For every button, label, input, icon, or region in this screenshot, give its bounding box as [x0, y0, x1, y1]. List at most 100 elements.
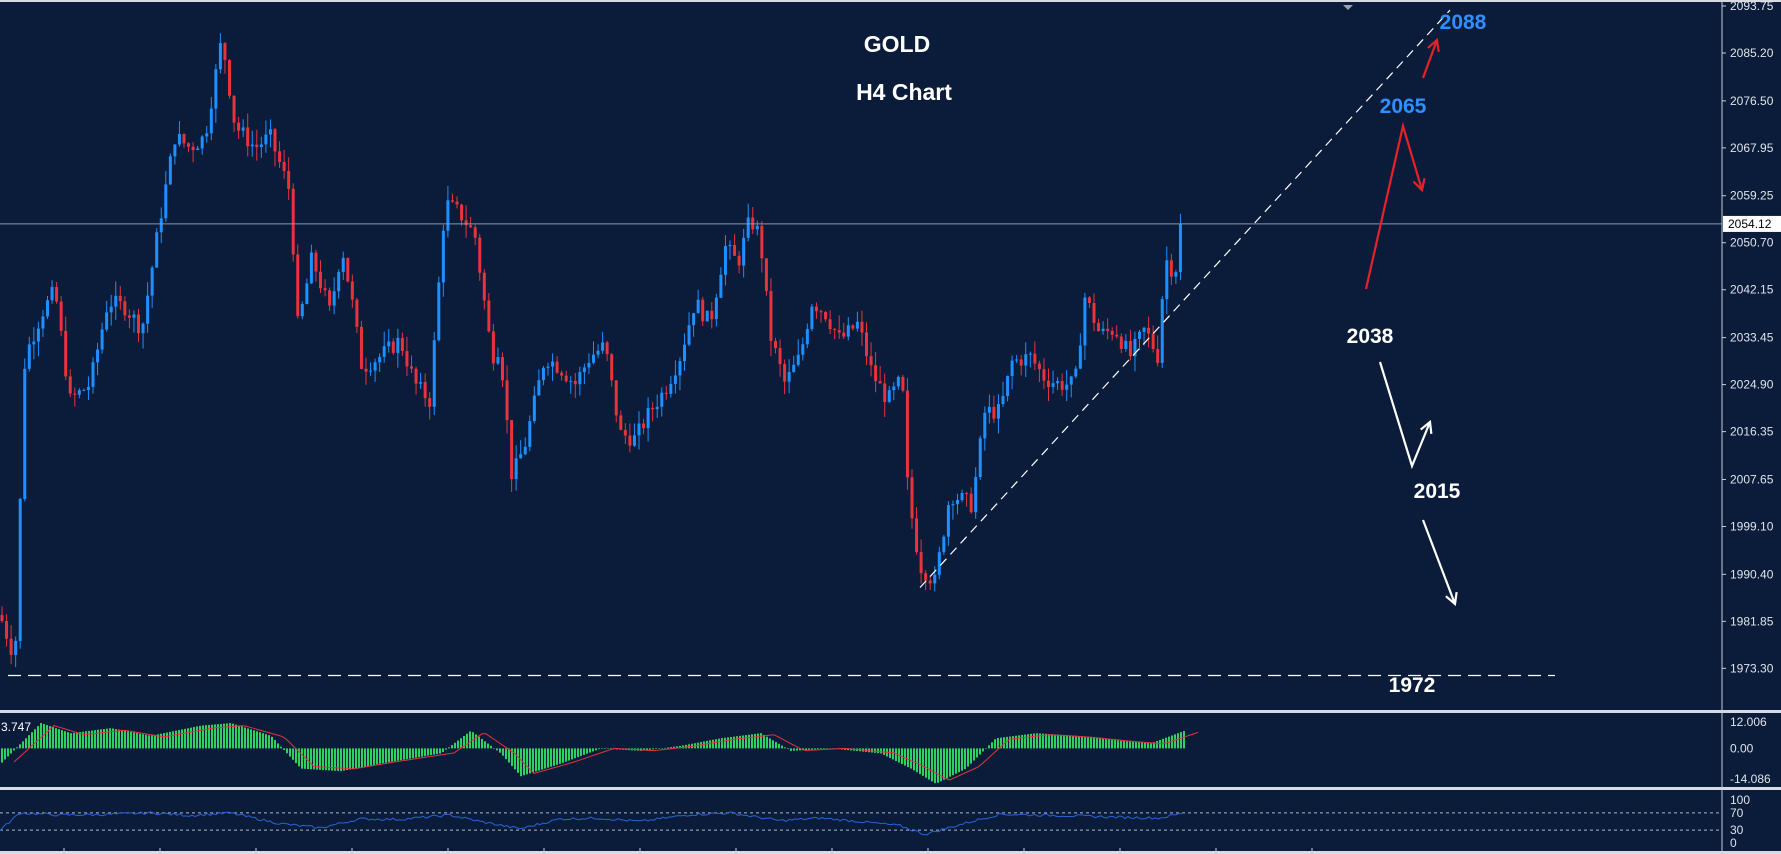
macd-bar — [10, 748, 12, 754]
macd-bar — [448, 747, 450, 749]
candle — [578, 366, 582, 396]
candle — [118, 285, 122, 310]
macd-bar — [313, 748, 315, 770]
macd-bar — [280, 746, 282, 749]
macd-bar — [1150, 743, 1152, 749]
macd-bar — [772, 740, 774, 749]
candle — [714, 293, 718, 327]
macd-bar — [520, 748, 522, 777]
candle — [473, 224, 477, 246]
candle — [109, 294, 113, 326]
candle — [341, 251, 345, 280]
candle — [359, 320, 363, 370]
candle — [9, 625, 13, 665]
macd-bar — [346, 748, 348, 770]
macd-bar — [877, 748, 879, 754]
macd-bar — [538, 748, 540, 771]
macd-bar — [1117, 740, 1119, 749]
macd-bar — [85, 731, 87, 749]
macd-bar — [769, 738, 771, 749]
candle — [651, 401, 655, 422]
macd-bar — [169, 731, 171, 749]
macd-bar — [133, 732, 135, 749]
macd-bar — [874, 748, 876, 753]
candle — [437, 276, 441, 342]
macd-bar — [484, 741, 486, 749]
price-axis[interactable]: 2093.75 2085.20 2076.50 2067.95 2059.25 2050.… — [1722, 0, 1781, 850]
candle — [259, 136, 263, 158]
price-tick-label: 2093.75 — [1730, 0, 1774, 13]
candle — [905, 378, 909, 490]
macd-bar — [991, 742, 993, 749]
rsi-line — [0, 811, 1183, 836]
candle — [146, 282, 150, 333]
macd-bar — [211, 724, 213, 749]
pullback-arrow — [1378, 361, 1433, 470]
macd-bar — [325, 748, 327, 771]
candle — [733, 234, 737, 257]
candle — [660, 387, 664, 417]
macd-bar — [667, 747, 669, 749]
macd-bar — [289, 748, 291, 757]
macd-bar — [505, 748, 507, 760]
candle — [487, 292, 491, 333]
macd-bar — [928, 748, 930, 780]
candle — [287, 157, 291, 200]
candle — [123, 296, 127, 321]
macd-bar — [760, 733, 762, 749]
candle — [187, 142, 191, 153]
candle — [692, 312, 696, 337]
candle — [605, 340, 609, 362]
macd-bar — [406, 748, 408, 760]
macd-bar — [115, 729, 117, 749]
shift-marker-icon[interactable] — [1343, 5, 1353, 10]
macd-bar — [454, 742, 456, 749]
candle — [951, 500, 955, 520]
macd-bar — [562, 748, 564, 763]
candle — [833, 327, 837, 340]
support-1972-label: 1972 — [1389, 674, 1436, 697]
panel-separator — [0, 851, 1781, 854]
macd-bar — [262, 733, 264, 749]
candle — [510, 420, 514, 492]
macd-value-label: 3.747 — [1, 720, 31, 734]
candle — [969, 487, 973, 514]
macd-bar — [973, 748, 975, 761]
candle — [396, 328, 400, 368]
price-tick-label: 2024.90 — [1730, 378, 1774, 392]
macd-bar — [1060, 734, 1062, 749]
macd-bar — [589, 748, 591, 753]
candle — [787, 359, 791, 394]
candle — [373, 358, 377, 382]
macd-bar — [1039, 733, 1041, 749]
macd-bar — [889, 748, 891, 758]
macd-bar — [250, 729, 252, 749]
candle — [255, 129, 259, 161]
macd-bar — [43, 724, 45, 749]
candle — [646, 397, 650, 442]
macd-bar — [1123, 741, 1125, 749]
macd-bar — [307, 748, 309, 770]
macd-bar — [766, 736, 768, 749]
macd-bar — [1081, 736, 1083, 749]
macd-bar — [931, 748, 933, 782]
macd-bar — [226, 723, 228, 749]
macd-bar — [316, 748, 318, 770]
macd-bar — [787, 748, 789, 750]
candle — [428, 392, 432, 420]
macd-bar — [646, 748, 648, 751]
macd-bar — [370, 748, 372, 766]
candle — [746, 203, 750, 242]
support-2015-label: 2015 — [1414, 480, 1461, 503]
macd-bar — [127, 731, 129, 749]
macd-bar — [550, 748, 552, 767]
macd-bar — [721, 738, 723, 749]
chart-subtitle: H4 Chart — [856, 79, 952, 105]
macd-bar — [1045, 733, 1047, 749]
macd-bar — [709, 740, 711, 749]
macd-bar — [154, 734, 156, 749]
candle — [669, 375, 673, 398]
candle — [519, 440, 523, 459]
macd-bar — [1042, 733, 1044, 749]
macd-bar — [415, 748, 417, 758]
